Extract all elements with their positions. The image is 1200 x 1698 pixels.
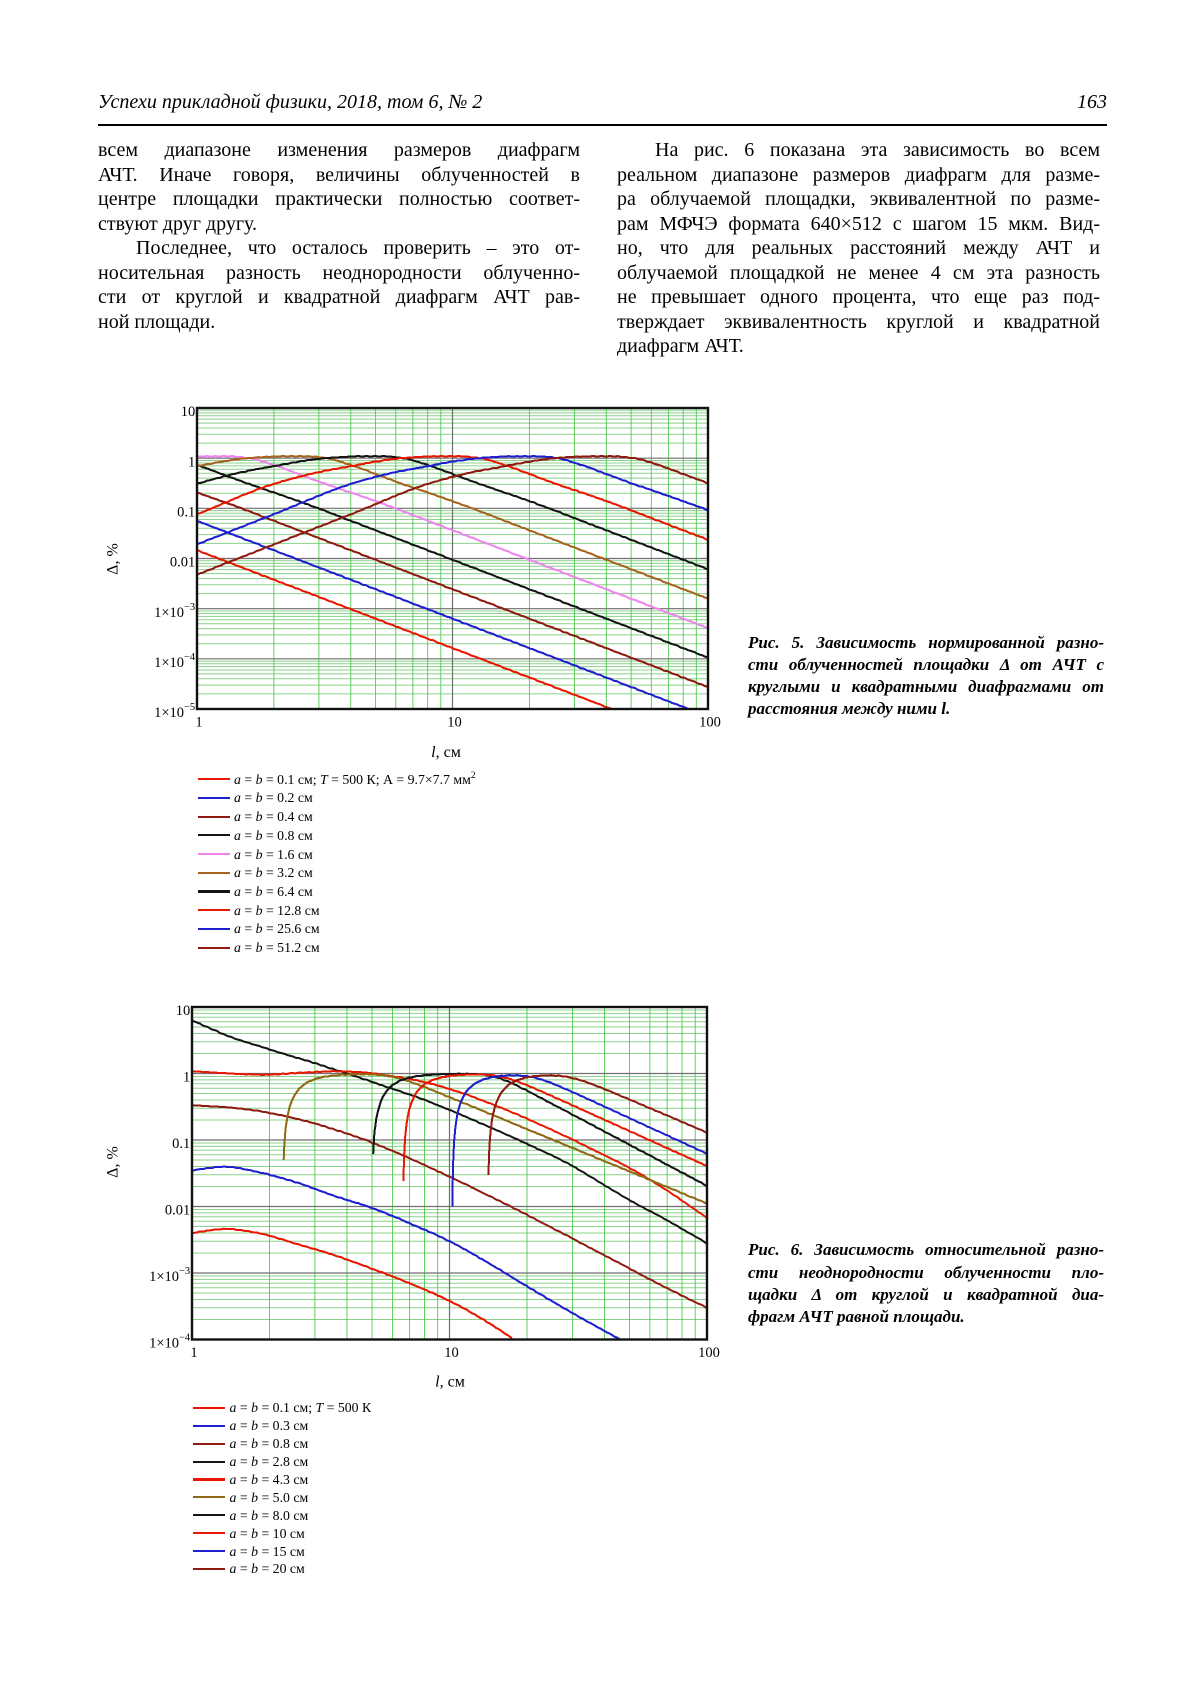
svg-text:1×10−5: 1×10−5 xyxy=(154,702,195,721)
svg-text:Δ, %: Δ, % xyxy=(105,1146,122,1178)
svg-text:1: 1 xyxy=(183,1070,190,1086)
svg-text:l, см: l, см xyxy=(431,744,461,761)
svg-text:Δ, %: Δ, % xyxy=(105,543,122,575)
svg-text:0.01: 0.01 xyxy=(170,555,195,571)
svg-text:100: 100 xyxy=(699,715,721,731)
svg-text:1: 1 xyxy=(190,1345,197,1361)
svg-text:0.01: 0.01 xyxy=(165,1203,190,1219)
svg-text:l, см: l, см xyxy=(435,1374,465,1391)
svg-text:0.1: 0.1 xyxy=(177,505,195,521)
svg-text:10: 10 xyxy=(176,1003,191,1019)
svg-text:1×10−4: 1×10−4 xyxy=(154,652,196,671)
svg-text:10: 10 xyxy=(444,1345,459,1361)
svg-text:10: 10 xyxy=(447,715,462,731)
svg-text:1×10−3: 1×10−3 xyxy=(149,1266,190,1285)
svg-text:1×10−3: 1×10−3 xyxy=(154,602,195,621)
svg-text:10: 10 xyxy=(181,404,196,420)
svg-text:100: 100 xyxy=(698,1345,720,1361)
svg-text:1: 1 xyxy=(195,715,202,731)
svg-text:1: 1 xyxy=(188,454,195,470)
svg-text:1×10−4: 1×10−4 xyxy=(149,1333,191,1352)
svg-text:0.1: 0.1 xyxy=(172,1136,190,1152)
